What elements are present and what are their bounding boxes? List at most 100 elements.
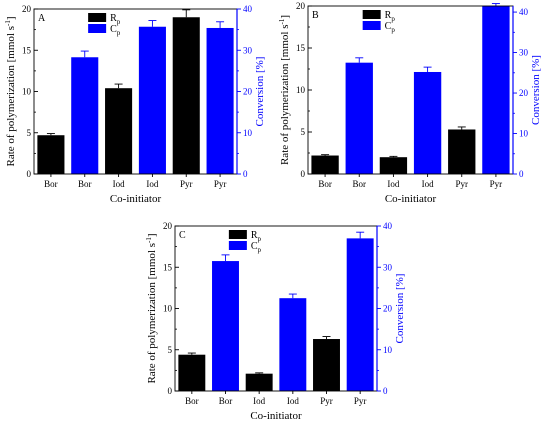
x-tick-label-A: Bor (78, 179, 92, 189)
legend-label-C-1: Cp (251, 241, 262, 254)
y2-axis-label-A: Conversion [%] (254, 57, 266, 127)
y2-tick-label-B: 40 (519, 7, 529, 17)
panel-label-C: C (179, 230, 186, 241)
error-bar-B-Cp-1 (423, 66, 432, 72)
x-tick-label-C: Pyr (320, 396, 333, 406)
x-axis-label-B: Co-initiator (385, 193, 437, 205)
chart-panel-B: 0 5 10 15 20 0 10 20 30 40 Bor Bor Iod Iod Pyr Pyr Co-in… (278, 1, 542, 205)
bar-A-Cp-0 (71, 57, 99, 175)
error-bar-C-Rp-0 (187, 352, 196, 355)
y-tick-label-B: 20 (296, 1, 306, 11)
y2-tick-label-C: 40 (383, 221, 393, 231)
error-bar-C-Rp-1 (255, 372, 264, 374)
x-tick-label-C: Bor (219, 396, 233, 406)
bar-B-Cp-0 (345, 62, 373, 174)
error-bar-A-Cp-2 (216, 21, 225, 28)
error-bar-B-Cp-0 (355, 57, 364, 63)
bar-B-Cp-2 (482, 6, 510, 174)
bar-A-Rp-2 (172, 17, 200, 174)
bar-C-Rp-0 (178, 354, 206, 391)
legend-swatch-A-1 (88, 24, 107, 33)
legend-swatch-A-0 (88, 13, 107, 22)
chart-panel-C: 0 5 10 15 20 0 10 20 30 40 Bor Bor Iod Iod Pyr Pyr Co-in… (145, 221, 406, 422)
x-tick-label-B: Pyr (490, 179, 503, 189)
legend-label-A-0: Rp (110, 13, 121, 26)
bar-C-Rp-2 (313, 339, 340, 391)
bar-C-Cp-1 (279, 298, 307, 391)
legend-label-B-1: Cp (385, 21, 396, 34)
y-tick-label-B: 15 (296, 43, 306, 53)
error-bar-B-Rp-1 (389, 155, 398, 158)
x-tick-label-A: Iod (146, 179, 158, 189)
y2-tick-label-C: 30 (383, 262, 393, 272)
legend-swatch-B-1 (362, 21, 381, 30)
y-axis-label-B: Rate of polymerization [mmol s-1] (278, 15, 291, 165)
y-tick-label-B: 5 (301, 127, 306, 137)
x-tick-label-B: Bor (353, 179, 367, 189)
y2-tick-label-A: 30 (243, 45, 253, 55)
panel-label-A: A (38, 13, 46, 24)
y2-tick-label-B: 10 (519, 129, 529, 139)
error-bar-A-Cp-0 (80, 50, 89, 58)
y2-tick-label-B: 30 (519, 48, 529, 58)
x-tick-label-A: Iod (113, 179, 125, 189)
error-bar-A-Cp-1 (148, 20, 157, 27)
y2-axis-label-C: Conversion [%] (394, 274, 406, 344)
y2-tick-label-B: 0 (519, 169, 524, 179)
bar-B-Rp-0 (311, 155, 339, 174)
bar-B-Cp-1 (413, 71, 442, 174)
y2-tick-label-A: 10 (243, 128, 253, 138)
x-tick-label-C: Iod (287, 396, 299, 406)
legend-swatch-C-0 (228, 230, 247, 239)
x-tick-label-C: Pyr (354, 396, 367, 406)
y2-tick-label-A: 40 (243, 4, 253, 14)
y-axis-label-C: Rate of polymerization [mmol s-1] (145, 233, 158, 383)
y2-tick-label-B: 20 (519, 88, 529, 98)
error-bar-A-Rp-1 (114, 83, 123, 89)
y2-tick-label-C: 0 (383, 386, 388, 396)
bar-A-Rp-1 (105, 88, 133, 174)
y-tick-label-A: 15 (22, 45, 32, 55)
x-tick-label-A: Pyr (180, 179, 193, 189)
y-tick-label-C: 5 (168, 345, 173, 355)
error-bar-C-Cp-1 (288, 293, 297, 299)
x-tick-label-B: Bor (318, 179, 332, 189)
x-tick-label-A: Bor (44, 179, 58, 189)
bar-A-Rp-0 (37, 135, 65, 174)
y-tick-label-A: 0 (27, 169, 32, 179)
y-tick-label-A: 20 (22, 4, 32, 14)
y2-tick-label-C: 10 (383, 345, 393, 355)
legend-swatch-C-1 (228, 241, 247, 250)
bar-B-Rp-2 (448, 129, 476, 174)
error-bar-B-Rp-2 (457, 126, 466, 130)
y2-axis-label-B: Conversion [%] (530, 55, 542, 125)
bar-A-Cp-1 (138, 26, 166, 174)
x-tick-label-B: Iod (422, 179, 434, 189)
y2-tick-label-A: 20 (243, 87, 253, 97)
y-tick-label-A: 5 (27, 128, 32, 138)
y-tick-label-A: 10 (22, 87, 32, 97)
bar-C-Cp-2 (346, 238, 374, 391)
x-tick-label-A: Pyr (214, 179, 227, 189)
y-tick-label-C: 20 (163, 221, 173, 231)
y-tick-label-B: 10 (296, 85, 306, 95)
y2-tick-label-A: 0 (243, 169, 248, 179)
legend-swatch-B-0 (362, 10, 381, 19)
y-tick-label-C: 10 (163, 304, 173, 314)
x-tick-label-B: Iod (387, 179, 399, 189)
bar-C-Cp-0 (212, 261, 239, 391)
y-axis-label-A: Rate of polymerization [mmol s-1] (4, 16, 17, 166)
x-axis-label-C: Co-initiator (250, 410, 302, 422)
panel-label-B: B (312, 10, 319, 21)
bar-B-Rp-1 (379, 157, 408, 174)
error-bar-C-Cp-2 (356, 231, 365, 239)
legend-label-C-0: Rp (251, 230, 262, 243)
y-tick-label-B: 0 (301, 169, 306, 179)
x-tick-label-C: Bor (185, 396, 199, 406)
y-tick-label-C: 0 (168, 386, 173, 396)
x-tick-label-B: Pyr (455, 179, 468, 189)
error-bar-B-Rp-0 (321, 154, 330, 156)
y-tick-label-C: 15 (163, 262, 173, 272)
error-bar-C-Rp-2 (322, 336, 331, 340)
